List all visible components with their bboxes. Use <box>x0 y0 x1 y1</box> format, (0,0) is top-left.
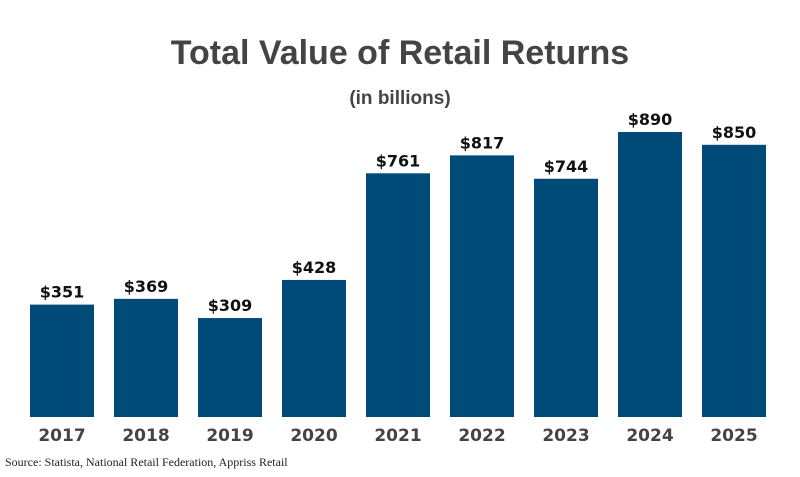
data-label-2021: $761 <box>376 151 421 170</box>
bar-2024 <box>618 132 682 417</box>
chart-title: Total Value of Retail Returns <box>170 34 630 72</box>
bar-2021 <box>366 173 430 417</box>
x-tick-2020: 2020 <box>290 426 337 446</box>
data-label-2017: $351 <box>40 283 85 302</box>
bar-2017 <box>30 304 94 417</box>
x-tick-2017: 2017 <box>38 426 85 446</box>
bar-2020 <box>282 279 346 417</box>
x-tick-2019: 2019 <box>206 426 253 446</box>
bar-2025 <box>702 144 766 417</box>
x-tick-2018: 2018 <box>122 426 169 446</box>
data-label-2019: $309 <box>208 296 253 315</box>
data-label-2024: $890 <box>628 110 673 129</box>
source-note: Source: Statista, National Retail Federa… <box>5 455 288 469</box>
x-tick-2025: 2025 <box>710 426 757 446</box>
chart-subtitle: (in billions) <box>349 88 451 109</box>
x-tick-2022: 2022 <box>458 426 505 446</box>
data-label-2020: $428 <box>292 258 337 277</box>
bar-2022 <box>450 155 514 417</box>
x-tick-2024: 2024 <box>626 426 673 446</box>
data-label-2023: $744 <box>544 157 589 176</box>
bar-2018 <box>114 298 178 417</box>
x-tick-2023: 2023 <box>542 426 589 446</box>
bar-2023 <box>534 178 598 417</box>
bar-2019 <box>198 318 262 417</box>
x-tick-2021: 2021 <box>374 426 421 446</box>
data-label-2022: $817 <box>460 133 505 152</box>
data-label-2018: $369 <box>124 277 169 296</box>
data-label-2025: $850 <box>712 123 757 142</box>
